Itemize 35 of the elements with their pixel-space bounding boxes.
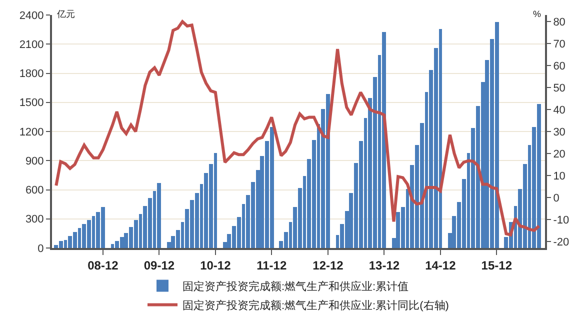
y-axis-title: 亿元 (56, 9, 75, 19)
x-tick-label: 15-12 (481, 258, 512, 272)
bar (157, 183, 161, 248)
x-tick-label: 12-12 (312, 258, 344, 272)
y2-tick-label: 70 (553, 38, 566, 50)
y2-tick-label: 30 (553, 126, 566, 138)
y-tick-label: 0 (38, 242, 44, 255)
legend-label: 固定资产投资完成额:燃气生产和供应业:累计同比(右轴) (182, 299, 449, 312)
y2-tick-label: -10 (553, 214, 570, 226)
y2-tick-label: 40 (553, 104, 566, 116)
y2-tick-label: 80 (553, 16, 566, 28)
x-tick-label: 09-12 (144, 258, 175, 272)
legend-label: 固定资产投资完成额:燃气生产和供应业:累计值 (182, 280, 409, 294)
y-tick-label: 1200 (19, 126, 44, 138)
y-tick-label: 1800 (19, 68, 44, 80)
x-tick-label: 10-12 (200, 258, 232, 272)
y2-tick-label: 0 (553, 192, 560, 204)
y2-tick-label: 50 (553, 82, 566, 94)
y-tick-label: 600 (25, 184, 44, 197)
bar (382, 32, 386, 248)
y-tick-label: 1500 (19, 97, 44, 110)
y-tick-label: 2100 (19, 38, 44, 51)
line-series (54, 20, 540, 236)
y2-tick-label: 10 (553, 170, 566, 182)
x-tick-label: 08-12 (88, 258, 119, 272)
y-tick-label: 2400 (19, 10, 44, 22)
x-tick-label: 11-12 (256, 258, 287, 272)
y2-tick-label: 60 (553, 60, 566, 72)
x-tick-label: 13-12 (368, 258, 400, 272)
y2-axis-title: % (533, 9, 542, 19)
y-tick-label: 900 (25, 155, 44, 168)
y-tick-label: 300 (25, 214, 44, 226)
y2-tick-label: -20 (553, 236, 570, 248)
x-tick-label: 14-12 (425, 258, 456, 272)
y2-tick-label: 20 (553, 148, 566, 160)
